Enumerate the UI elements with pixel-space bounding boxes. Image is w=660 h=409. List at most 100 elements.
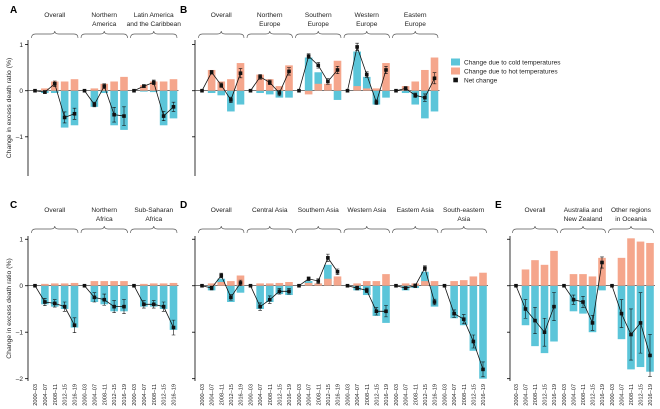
x-tick-label: 2016–19 bbox=[287, 384, 293, 406]
net-point bbox=[132, 283, 136, 288]
x-tick-label: 2008–11 bbox=[629, 384, 635, 405]
x-tick-label: 2012–15 bbox=[112, 384, 118, 406]
net-point bbox=[629, 332, 633, 337]
y-axis-label: Change in excess death ratio (%) bbox=[6, 258, 13, 359]
x-tick-label: 2000–03 bbox=[610, 384, 616, 406]
group-brace bbox=[392, 30, 439, 39]
cold-bar bbox=[430, 90, 439, 112]
net-point bbox=[122, 114, 126, 118]
x-tick-label: 2012–15 bbox=[63, 384, 69, 406]
net-point bbox=[394, 88, 398, 93]
hot-bar bbox=[304, 90, 313, 95]
net-point bbox=[581, 300, 585, 304]
net-point bbox=[403, 86, 408, 91]
x-tick-label: 2004–07 bbox=[210, 384, 216, 406]
hot-bar bbox=[285, 65, 293, 91]
hot-bar bbox=[382, 274, 390, 286]
net-point bbox=[423, 266, 427, 270]
group-brace bbox=[392, 225, 439, 234]
x-tick-label: 2012–15 bbox=[423, 384, 429, 406]
legend-swatch-net bbox=[453, 77, 458, 83]
x-tick-label: 2016–19 bbox=[239, 384, 245, 406]
x-tick-label: 2016–19 bbox=[600, 384, 606, 406]
group-label: Sub-Saharan bbox=[134, 207, 173, 214]
hot-bar bbox=[450, 281, 458, 286]
net-point bbox=[297, 88, 301, 93]
net-point bbox=[171, 105, 176, 109]
hot-bar bbox=[149, 81, 158, 91]
x-tick-label: 2016–19 bbox=[122, 384, 128, 406]
x-tick-label: 2000–03 bbox=[33, 384, 39, 406]
group-label: Southern Asia bbox=[298, 207, 339, 214]
cold-bar bbox=[110, 285, 118, 312]
cold-bar bbox=[372, 90, 381, 105]
group-brace bbox=[130, 225, 178, 234]
hot-bar bbox=[324, 83, 332, 91]
cold-bar bbox=[382, 90, 390, 98]
group-label: Australia and bbox=[564, 207, 603, 214]
x-tick-label: 2016–19 bbox=[336, 384, 342, 406]
net-point bbox=[423, 95, 427, 100]
legend-label: Change due to hot temperatures bbox=[464, 68, 558, 75]
cold-bar bbox=[100, 90, 109, 94]
cold-bar bbox=[469, 285, 478, 351]
y-tick-label: 0 bbox=[19, 88, 23, 95]
group-brace bbox=[246, 30, 293, 39]
hot-bar bbox=[70, 79, 79, 91]
cold-bar bbox=[382, 285, 390, 323]
region-group: Western Asia 2000–03 2004–07 2008–11 2012–15… bbox=[343, 207, 390, 406]
hot-bar bbox=[285, 282, 293, 286]
cold-bar bbox=[324, 264, 332, 286]
hot-bar bbox=[70, 282, 79, 286]
net-point bbox=[523, 307, 528, 311]
net-point bbox=[33, 283, 37, 288]
hot-bar bbox=[579, 274, 587, 286]
hot-bar bbox=[304, 282, 313, 286]
x-tick-label: 2016–19 bbox=[384, 384, 390, 406]
cold-bar bbox=[362, 76, 371, 91]
net-point bbox=[161, 114, 166, 118]
panel-c: C 1 0 –1 –2 Change in excess death ratio (%) O… bbox=[6, 200, 179, 406]
net-point bbox=[258, 75, 262, 79]
cold-bar bbox=[459, 285, 468, 326]
hot-bar bbox=[159, 81, 168, 91]
cold-bar bbox=[149, 285, 158, 307]
group-label: New Zealand bbox=[564, 216, 603, 223]
net-point bbox=[62, 115, 67, 120]
hot-bar bbox=[627, 238, 635, 286]
group-label: Latin America bbox=[134, 12, 174, 19]
x-tick-label: 2008–11 bbox=[533, 384, 539, 405]
cold-bar bbox=[256, 90, 264, 94]
hot-bar bbox=[41, 88, 49, 91]
hot-bar bbox=[362, 281, 371, 286]
panel-b: B Overall NorthernEuropeSouthernEuropeWest… bbox=[180, 5, 561, 176]
group-brace bbox=[343, 225, 390, 234]
group-brace bbox=[198, 30, 245, 39]
x-tick-label: 2000–03 bbox=[200, 384, 206, 406]
region-group: Northern Africa 2000–03 2004–07 2008–11 2012–… bbox=[80, 207, 128, 406]
net-point bbox=[72, 323, 77, 328]
group-label: Western Asia bbox=[347, 207, 386, 214]
hot-bar bbox=[60, 283, 69, 286]
x-tick-label: 2000–03 bbox=[297, 384, 303, 406]
net-point bbox=[102, 84, 107, 88]
net-point bbox=[267, 297, 272, 302]
net-point bbox=[413, 93, 418, 98]
hot-bar bbox=[207, 283, 216, 286]
group-label: Asia bbox=[457, 216, 470, 223]
hot-bar bbox=[120, 281, 128, 286]
x-tick-label: 2004–07 bbox=[355, 384, 361, 406]
hot-bar bbox=[401, 283, 410, 286]
net-point bbox=[219, 83, 224, 87]
net-point bbox=[72, 111, 77, 116]
hot-bar bbox=[646, 242, 654, 286]
group-label: Southern bbox=[305, 12, 332, 19]
net-point bbox=[112, 112, 116, 117]
cold-bar bbox=[207, 90, 216, 94]
x-tick-label: 2012–15 bbox=[639, 384, 645, 406]
panel-letter: A bbox=[10, 5, 17, 16]
legend-label: Net change bbox=[464, 77, 498, 84]
cold-bar bbox=[646, 285, 654, 372]
cold-bar bbox=[353, 51, 361, 91]
